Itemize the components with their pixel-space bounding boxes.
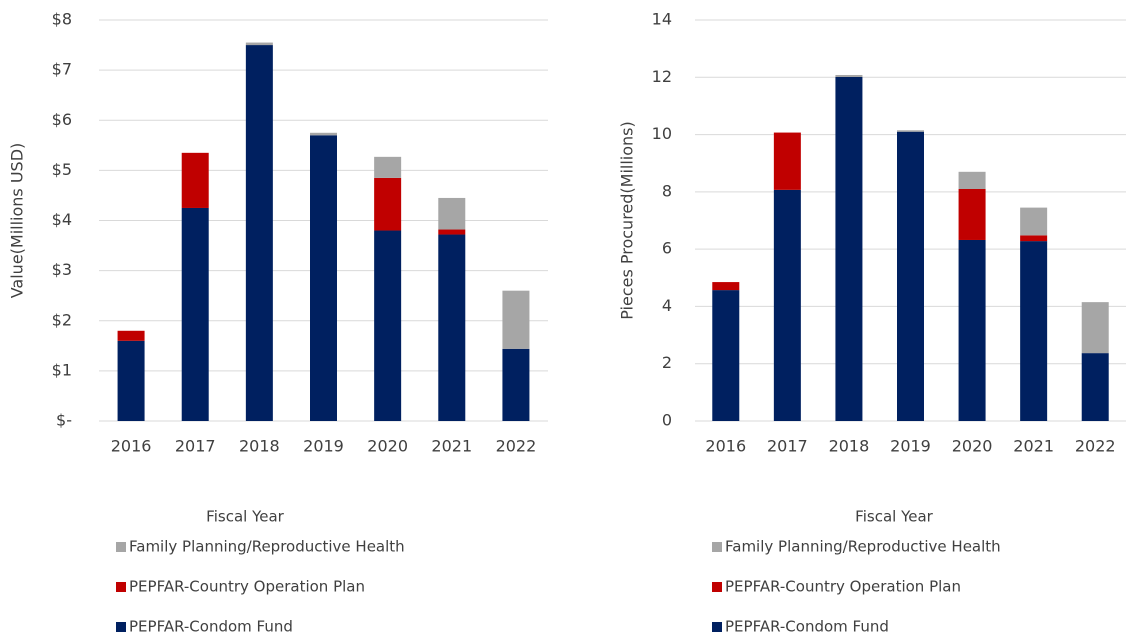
x-tick-label: 2021 — [431, 437, 472, 456]
y-tick-label: $8 — [52, 10, 72, 29]
legend-swatch — [712, 582, 722, 592]
x-tick-label: 2019 — [890, 437, 931, 456]
y-tick-label: 10 — [652, 124, 672, 143]
legend-swatch — [712, 622, 722, 632]
bar-segment — [117, 330, 145, 341]
bar-segment — [181, 207, 209, 421]
bar-segment — [374, 156, 402, 178]
x-tick-label: 2022 — [1075, 437, 1116, 456]
y-tick-label: 8 — [662, 181, 672, 200]
bar-segment — [1020, 241, 1048, 421]
bar-segment — [1081, 302, 1109, 354]
bar-segment — [1020, 207, 1048, 236]
y-tick-label: $2 — [52, 310, 72, 329]
y-tick-label: $7 — [52, 60, 72, 79]
bar-segment — [773, 132, 801, 190]
bar-segment — [1020, 235, 1048, 242]
bar-segment — [835, 74, 863, 77]
bar-segment — [310, 132, 337, 136]
bar-segment — [310, 135, 337, 421]
x-tick-label: 2018 — [239, 437, 280, 456]
x-tick-label: 2021 — [1013, 437, 1054, 456]
y-tick-label: 0 — [662, 411, 672, 430]
legend-swatch — [712, 542, 722, 552]
y-tick-label: 14 — [652, 10, 672, 29]
x-axis-label: Fiscal Year — [206, 508, 284, 526]
y-axis-label: Value(Millions USD) — [8, 143, 27, 299]
y-tick-label: 4 — [662, 296, 672, 315]
y-tick-label: 2 — [662, 353, 672, 372]
bar-segment — [1081, 353, 1109, 421]
bar-segment — [958, 188, 986, 240]
bar-segment — [712, 290, 740, 421]
y-tick-label: $3 — [52, 260, 72, 279]
y-tick-label: $- — [56, 411, 72, 430]
bar-segment — [374, 230, 402, 421]
x-tick-label: 2017 — [175, 437, 216, 456]
legend-label: PEPFAR-Condom Fund — [725, 618, 889, 636]
bar-segment — [502, 290, 530, 349]
bar-segment — [773, 189, 801, 421]
x-tick-label: 2020 — [367, 437, 408, 456]
y-tick-label: $5 — [52, 160, 72, 179]
bar-segment — [958, 171, 986, 189]
y-tick-label: $4 — [52, 210, 72, 229]
x-tick-label: 2018 — [829, 437, 870, 456]
x-tick-label: 2019 — [303, 437, 344, 456]
bar-segment — [245, 42, 273, 46]
bar-segment — [502, 348, 530, 421]
bar-segment — [245, 45, 273, 421]
bar-segment — [438, 197, 466, 230]
bar-segment — [438, 234, 466, 421]
bar-segment — [374, 177, 402, 231]
y-tick-label: $1 — [52, 360, 72, 379]
y-tick-label: 6 — [662, 239, 672, 258]
legend-label: PEPFAR-Condom Fund — [129, 618, 293, 636]
legend-label: PEPFAR-Country Operation Plan — [725, 578, 961, 596]
bar-segment — [117, 340, 145, 421]
bar-segment — [712, 282, 740, 291]
bar-segment — [958, 239, 986, 421]
legend-swatch — [116, 542, 126, 552]
legend-label: Family Planning/Reproductive Health — [725, 538, 1001, 556]
legend-swatch — [116, 582, 126, 592]
x-tick-label: 2016 — [705, 437, 746, 456]
x-tick-label: 2017 — [767, 437, 808, 456]
y-tick-label: $6 — [52, 110, 72, 129]
bar-segment — [897, 131, 924, 421]
bar-segment — [181, 152, 209, 208]
y-axis-label: Pieces Procured(Millions) — [618, 121, 637, 320]
x-tick-label: 2020 — [952, 437, 993, 456]
x-tick-label: 2022 — [496, 437, 537, 456]
x-tick-label: 2016 — [111, 437, 152, 456]
legend-label: Family Planning/Reproductive Health — [129, 538, 405, 556]
bar-segment — [438, 229, 466, 235]
legend-label: PEPFAR-Country Operation Plan — [129, 578, 365, 596]
bar-segment — [835, 76, 863, 422]
x-axis-label: Fiscal Year — [855, 508, 933, 526]
bar-segment — [897, 130, 924, 132]
y-tick-label: 12 — [652, 67, 672, 86]
legend-swatch — [116, 622, 126, 632]
